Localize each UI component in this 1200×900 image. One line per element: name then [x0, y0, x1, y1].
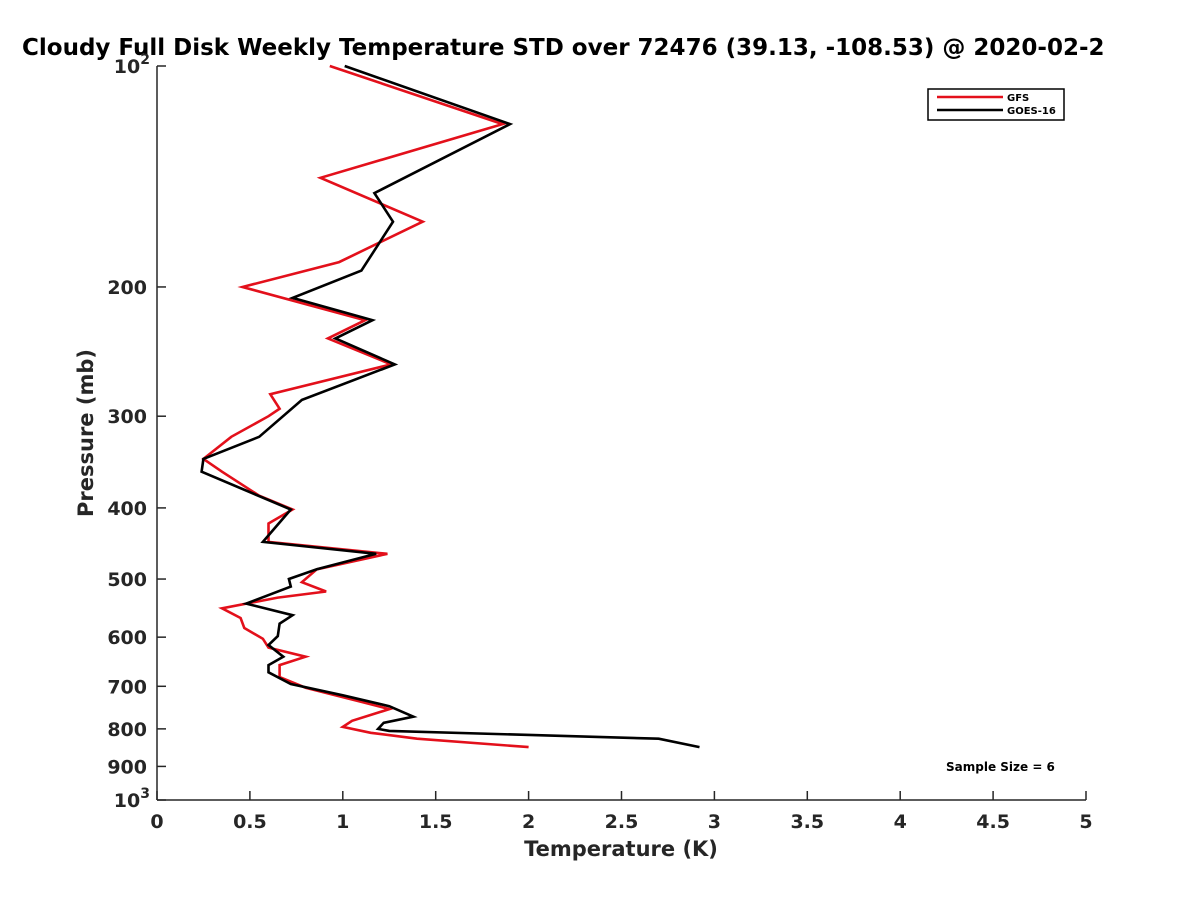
series-line-goes-16	[200, 64, 700, 749]
y-axis-ticks: 102 200 300 400 500 600 700 800 900 103	[107, 52, 166, 812]
x-tick-label: 1	[336, 811, 349, 833]
y-tick-label: 102	[114, 52, 150, 78]
y-tick-label: 103	[114, 786, 150, 812]
series-line-gfs	[201, 64, 529, 749]
x-tick-label: 0.5	[233, 811, 267, 833]
x-axis-label: Temperature (K)	[524, 837, 718, 861]
legend-label-goes16: GOES-16	[1007, 106, 1056, 117]
y-tick-label: 600	[107, 627, 147, 649]
x-tick-label: 2.5	[605, 811, 639, 833]
chart-title: Cloudy Full Disk Weekly Temperature STD …	[22, 35, 1105, 61]
x-tick-label: 4	[894, 811, 907, 833]
x-tick-label: 0	[150, 811, 163, 833]
y-tick-label: 300	[107, 406, 147, 428]
x-tick-label: 1.5	[419, 811, 453, 833]
sample-size-annotation: Sample Size = 6	[946, 760, 1055, 774]
y-tick-label: 500	[107, 569, 147, 591]
x-tick-label: 2	[522, 811, 535, 833]
y-tick-label: 400	[107, 498, 147, 520]
x-axis-ticks: 0 0.5 1 1.5 2 2.5 3 3.5 4 4.5 5	[150, 791, 1093, 833]
plot-area	[156, 64, 1086, 801]
legend-label-gfs: GFS	[1007, 93, 1029, 104]
x-tick-label: 3.5	[790, 811, 824, 833]
y-tick-label: 200	[107, 277, 147, 299]
y-tick-label: 800	[107, 719, 147, 741]
y-tick-label: 900	[107, 756, 147, 778]
x-tick-label: 3	[708, 811, 721, 833]
x-tick-label: 4.5	[976, 811, 1010, 833]
legend: GFS GOES-16	[927, 88, 1065, 121]
y-axis-label: Pressure (mb)	[74, 349, 98, 517]
x-tick-label: 5	[1079, 811, 1092, 833]
y-tick-label: 700	[107, 676, 147, 698]
legend-box	[927, 88, 1065, 121]
series-layer	[200, 64, 700, 749]
